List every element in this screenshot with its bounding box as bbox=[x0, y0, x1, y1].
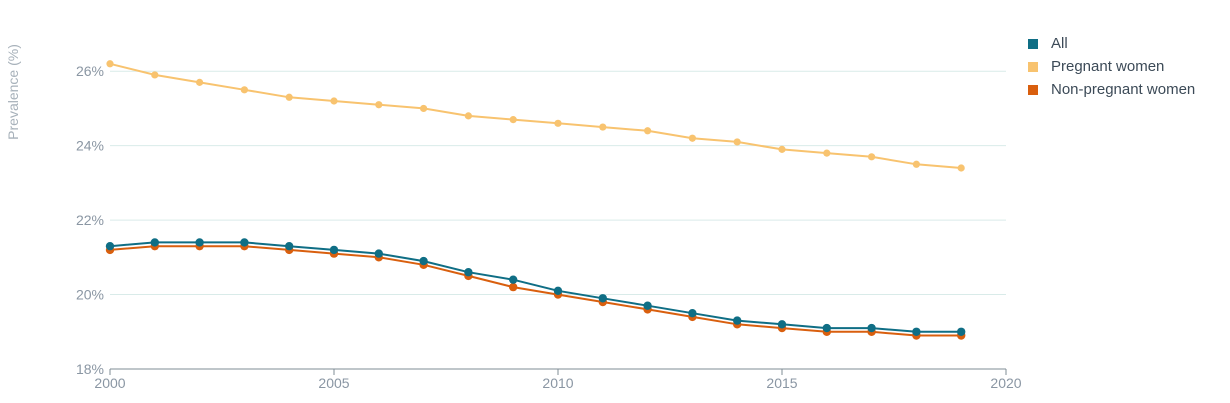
x-axis-ticks: 2000 2005 2010 2015 2020 bbox=[94, 369, 1022, 391]
y-axis-title: Prevalence (%) bbox=[5, 44, 21, 140]
point-pregnant-women[interactable] bbox=[285, 93, 293, 101]
point-non-pregnant-women[interactable] bbox=[509, 282, 518, 292]
series-lines bbox=[109, 62, 962, 337]
point-all[interactable] bbox=[553, 286, 563, 296]
point-pregnant-women[interactable] bbox=[375, 101, 383, 109]
legend-item-non-pregnant-women[interactable]: Non-pregnant women bbox=[1028, 78, 1195, 101]
x-tick-label: 2005 bbox=[318, 375, 349, 391]
point-pregnant-women[interactable] bbox=[420, 104, 428, 113]
point-pregnant-women[interactable] bbox=[688, 134, 697, 142]
x-tick-label: 2020 bbox=[990, 375, 1021, 391]
legend-swatch-non-pregnant-women bbox=[1028, 84, 1038, 95]
x-tick-label: 2000 bbox=[94, 375, 125, 391]
legend-swatch-pregnant-women bbox=[1028, 61, 1038, 72]
point-all[interactable] bbox=[240, 238, 249, 247]
point-pregnant-women[interactable] bbox=[868, 153, 876, 161]
y-axis-ticks: 18% 20% 22% 24% 26% bbox=[76, 63, 104, 377]
point-all[interactable] bbox=[195, 238, 204, 247]
point-pregnant-women[interactable] bbox=[106, 60, 114, 68]
x-tick-label: 2015 bbox=[766, 375, 797, 391]
point-pregnant-women[interactable] bbox=[151, 71, 159, 79]
point-all[interactable] bbox=[374, 249, 383, 258]
legend-item-pregnant-women[interactable]: Pregnant women bbox=[1028, 55, 1195, 78]
legend-label-pregnant-women: Pregnant women bbox=[1051, 58, 1165, 75]
point-pregnant-women[interactable] bbox=[912, 160, 921, 168]
legend-item-all[interactable]: All bbox=[1028, 32, 1195, 55]
point-all[interactable] bbox=[912, 327, 921, 336]
point-pregnant-women[interactable] bbox=[644, 127, 652, 135]
legend: All Pregnant women Non-pregnant women bbox=[1028, 32, 1195, 101]
point-all[interactable] bbox=[688, 308, 697, 318]
series-line-non-pregnant-women bbox=[109, 245, 962, 337]
point-pregnant-women[interactable] bbox=[957, 164, 965, 172]
point-all[interactable] bbox=[733, 316, 742, 325]
point-pregnant-women[interactable] bbox=[823, 149, 831, 157]
point-all[interactable] bbox=[822, 323, 831, 333]
point-pregnant-women[interactable] bbox=[240, 86, 248, 94]
legend-swatch-all bbox=[1028, 38, 1038, 49]
point-all[interactable] bbox=[598, 294, 607, 303]
point-all[interactable] bbox=[150, 238, 159, 247]
gridlines bbox=[110, 70, 1006, 370]
y-tick-label: 18% bbox=[76, 361, 104, 377]
point-pregnant-women[interactable] bbox=[599, 123, 607, 131]
legend-label-all: All bbox=[1051, 35, 1068, 52]
series-line-all bbox=[109, 241, 962, 333]
point-all[interactable] bbox=[464, 268, 473, 277]
y-tick-label: 24% bbox=[76, 138, 104, 154]
point-pregnant-women[interactable] bbox=[509, 116, 517, 124]
point-all[interactable] bbox=[329, 245, 339, 255]
series-line-pregnant-women bbox=[109, 62, 962, 169]
point-pregnant-women[interactable] bbox=[464, 112, 472, 120]
point-all[interactable] bbox=[867, 323, 876, 333]
point-pregnant-women[interactable] bbox=[554, 119, 562, 127]
y-tick-label: 20% bbox=[76, 287, 104, 303]
x-tick-label: 2010 bbox=[542, 375, 573, 391]
point-all[interactable] bbox=[105, 241, 115, 251]
point-all[interactable] bbox=[285, 241, 294, 251]
point-pregnant-women[interactable] bbox=[733, 138, 741, 146]
point-pregnant-women[interactable] bbox=[196, 78, 204, 86]
point-all[interactable] bbox=[643, 301, 652, 310]
point-all[interactable] bbox=[509, 275, 518, 284]
legend-label-non-pregnant-women: Non-pregnant women bbox=[1051, 81, 1196, 98]
point-all[interactable] bbox=[777, 320, 787, 329]
series-points bbox=[105, 60, 966, 340]
y-tick-label: 26% bbox=[76, 63, 104, 79]
point-pregnant-women[interactable] bbox=[778, 145, 786, 153]
point-pregnant-women[interactable] bbox=[330, 97, 338, 105]
y-tick-label: 22% bbox=[76, 212, 104, 228]
point-all[interactable] bbox=[957, 327, 966, 336]
point-all[interactable] bbox=[419, 256, 428, 266]
